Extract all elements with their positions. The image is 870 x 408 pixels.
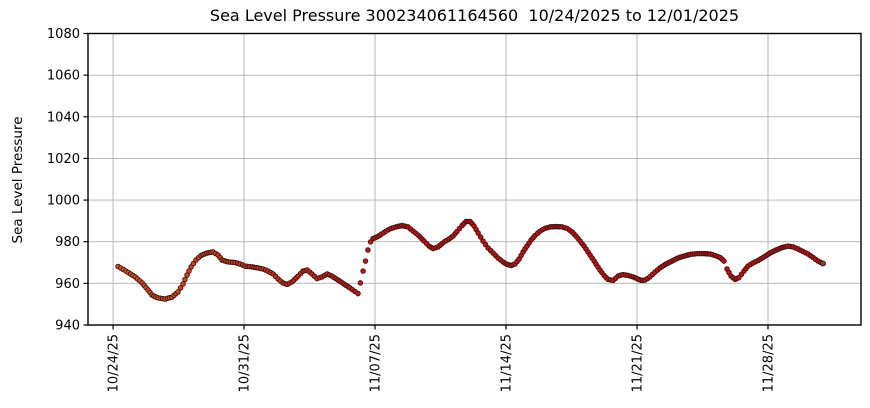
plot-border bbox=[87, 32, 862, 326]
data-point bbox=[475, 230, 481, 236]
data-point bbox=[482, 241, 489, 248]
x-tick-label: 11/21/25 bbox=[631, 334, 646, 392]
x-tick-label: 10/24/25 bbox=[107, 334, 122, 392]
y-tick-label: 1000 bbox=[47, 194, 80, 209]
y-tick-label: 940 bbox=[55, 319, 80, 334]
data-point bbox=[175, 289, 181, 295]
data-point bbox=[360, 268, 366, 274]
data-point bbox=[477, 234, 484, 240]
data-point bbox=[362, 258, 369, 264]
y-tick-label: 960 bbox=[55, 277, 80, 292]
data-point bbox=[186, 268, 192, 274]
y-tick-label: 980 bbox=[55, 235, 80, 250]
data-point bbox=[365, 247, 371, 253]
x-tick-label: 11/28/25 bbox=[762, 334, 777, 392]
data-point bbox=[180, 281, 186, 287]
chart-title: Sea Level Pressure 300234061164560 10/24… bbox=[209, 6, 740, 25]
x-tick-label: 10/31/25 bbox=[238, 334, 253, 392]
y-tick-label: 1040 bbox=[47, 110, 80, 125]
data-point bbox=[721, 258, 727, 264]
data-point bbox=[182, 276, 188, 283]
data-point bbox=[355, 290, 361, 297]
y-tick-label: 1080 bbox=[47, 27, 80, 42]
data-point bbox=[177, 285, 184, 291]
y-tick-label: 1060 bbox=[47, 69, 80, 84]
last-data-point bbox=[820, 260, 826, 267]
data-point bbox=[357, 280, 364, 286]
x-tick-label: 11/14/25 bbox=[500, 334, 515, 392]
y-tick-label: 1020 bbox=[47, 152, 80, 167]
x-tick-label: 11/07/25 bbox=[369, 334, 384, 392]
